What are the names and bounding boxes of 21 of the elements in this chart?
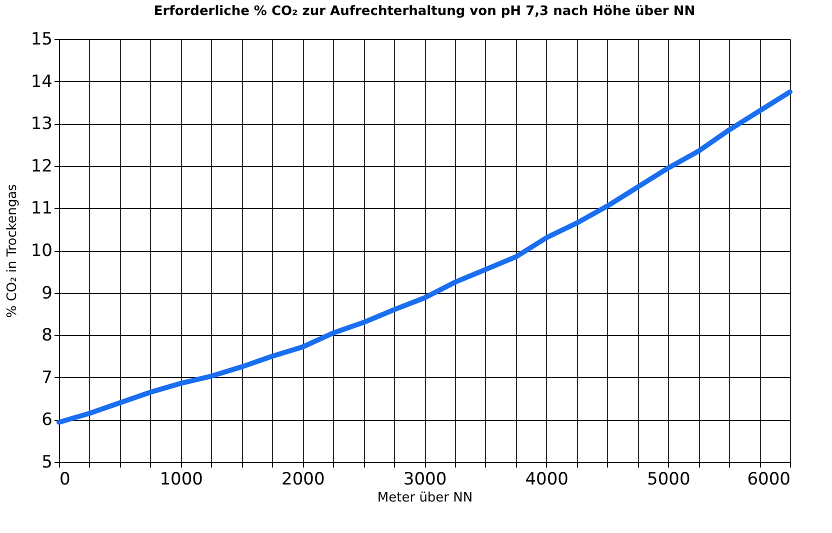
chart-title: Erforderliche % CO₂ zur Aufrechterhaltung von pH 7,3 nach Höhe über NN — [154, 4, 696, 19]
x-tick-label: 4000 — [525, 470, 568, 490]
y-tick-label: 11 — [30, 198, 52, 219]
x-tick-label: 3000 — [403, 470, 447, 490]
y-tick-label: 15 — [30, 30, 52, 50]
y-tick-label: 6 — [42, 410, 52, 430]
y-tick-label: 9 — [42, 283, 52, 304]
y-tick-label: 14 — [30, 72, 52, 92]
x-tick-label: 2000 — [282, 470, 325, 490]
y-tick-label: 10 — [30, 241, 52, 261]
x-tick-label: 6000 — [747, 470, 790, 490]
x-tick-label: 5000 — [647, 470, 690, 490]
x-tick-label: 0 — [60, 470, 70, 490]
x-axis-title: Meter über NN — [377, 490, 473, 506]
y-tick-label: 12 — [30, 156, 52, 176]
y-axis-title: % CO₂ in Trockengas — [4, 184, 20, 318]
y-tick-label: 13 — [30, 114, 52, 134]
x-tick-label: 1000 — [160, 470, 203, 490]
y-tick-label: 5 — [42, 452, 52, 472]
y-tick-label: 8 — [42, 326, 52, 346]
y-tick-label: 7 — [42, 368, 52, 388]
